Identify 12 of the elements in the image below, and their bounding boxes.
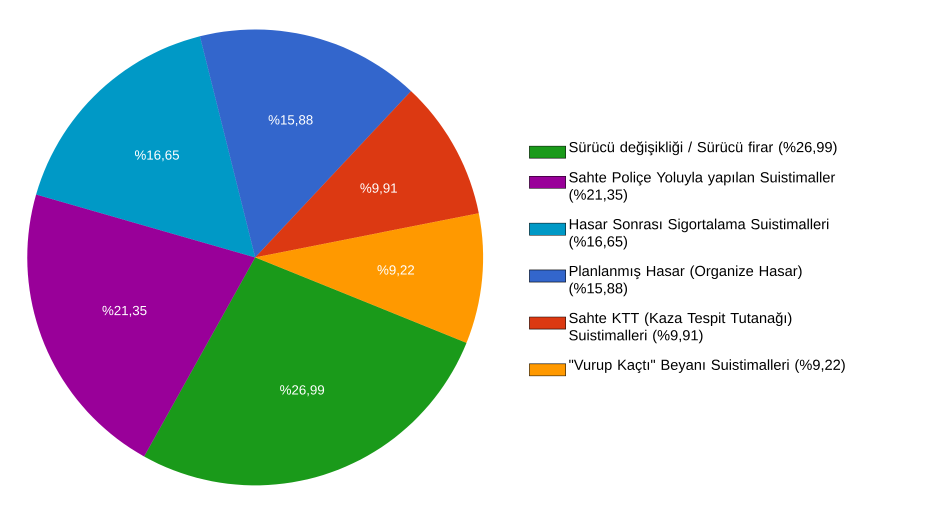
legend-label: Planlanmış Hasar (Organize Hasar) (%15,88)	[570, 265, 802, 296]
data-label: %26,99	[280, 385, 324, 396]
data-label: %9,22	[378, 265, 414, 276]
legend-label: Sahte KTT (Kaza Tespit Tutanağı) Suistimalleri (%9,91)	[569, 312, 792, 344]
legend-label: Sürücü değişikliği / Sürücü firar (%26,99)	[569, 141, 837, 156]
legend-label: Hasar Sonrası Sigortalama Suistimalleri (%16,65)	[570, 218, 828, 250]
legend-label: "Vurup Kaçtı" Beyanı Suistimalleri (%9,22)	[569, 359, 845, 373]
data-label: %9,91	[360, 183, 397, 194]
legend-label: Sahte Poliçe Yoluyla yapılan Suistimaller (%21,35)	[569, 172, 836, 203]
data-label: %21,35	[102, 306, 147, 317]
data-label: %16,65	[134, 150, 179, 162]
data-label: %15,88	[268, 115, 313, 126]
